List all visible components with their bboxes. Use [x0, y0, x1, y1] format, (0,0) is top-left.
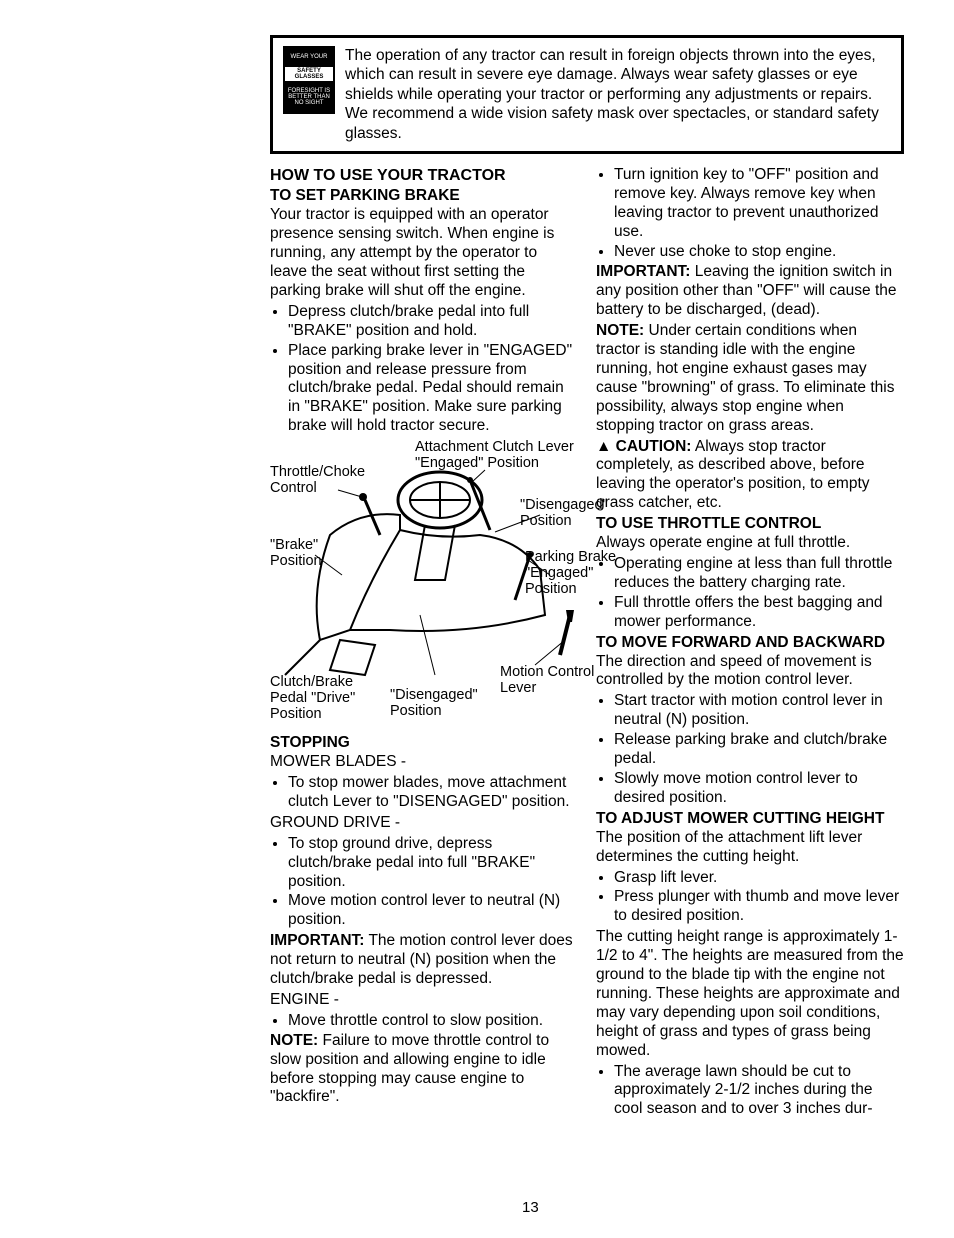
safety-warning-box: WEAR YOUR SAFETY GLASSES FORESIGHT IS BE…: [270, 35, 904, 154]
list-item: To stop mower blades, move attachment cl…: [288, 774, 578, 812]
right-column: Turn ignition key to "OFF" position and …: [596, 166, 904, 1121]
bullet-list: Grasp lift lever. Press plunger with thu…: [596, 869, 904, 927]
bullet-list: To stop mower blades, move attachment cl…: [270, 774, 578, 812]
body-text: The position of the attachment lift leve…: [596, 829, 904, 867]
bullet-list: Move throttle control to slow position.: [270, 1012, 578, 1031]
tractor-controls-diagram: Throttle/Choke Control Attachment Clutch…: [270, 440, 578, 730]
important-note: IMPORTANT: The motion control lever does…: [270, 932, 578, 989]
diagram-label: Throttle/Choke Control: [270, 465, 370, 497]
note-label: NOTE:: [270, 1032, 318, 1049]
bullet-list: The average lawn should be cut to approx…: [596, 1063, 904, 1120]
left-column: HOW TO USE YOUR TRACTOR TO SET PARKING B…: [270, 166, 578, 1121]
subsection-heading: TO MOVE FORWARD AND BACKWARD: [596, 634, 904, 653]
diagram-label: Motion Control Lever: [500, 665, 600, 697]
diagram-label: Clutch/Brake Pedal "Drive" Position: [270, 675, 365, 723]
bullet-list: Depress clutch/brake pedal into full "BR…: [270, 303, 578, 436]
note-text: NOTE: Failure to move throttle control t…: [270, 1032, 578, 1108]
body-text: Always operate engine at full throttle.: [596, 534, 904, 553]
important-note: IMPORTANT: Leaving the ignition switch i…: [596, 263, 904, 320]
list-item: Depress clutch/brake pedal into full "BR…: [288, 303, 578, 341]
page-number: 13: [522, 1199, 539, 1216]
diagram-label: "Disengaged" Position: [390, 688, 485, 720]
list-item: To stop ground drive, depress clutch/bra…: [288, 835, 578, 892]
safety-warning-text: The operation of any tractor can result …: [345, 46, 891, 143]
list-item: The average lawn should be cut to approx…: [614, 1063, 904, 1120]
important-label: IMPORTANT:: [270, 932, 364, 949]
manual-page: WEAR YOUR SAFETY GLASSES FORESIGHT IS BE…: [0, 0, 954, 1238]
list-item: Press plunger with thumb and move lever …: [614, 888, 904, 926]
list-item: Turn ignition key to "OFF" position and …: [614, 166, 904, 242]
body-text: Your tractor is equipped with an operato…: [270, 206, 578, 301]
list-item: Never use choke to stop engine.: [614, 243, 904, 262]
bullet-list: Turn ignition key to "OFF" position and …: [596, 166, 904, 262]
body-text: The direction and speed of movement is c…: [596, 653, 904, 691]
important-label: IMPORTANT:: [596, 263, 690, 280]
list-item: Move throttle control to slow position.: [288, 1012, 578, 1031]
list-item: Start tractor with motion control lever …: [614, 692, 904, 730]
subsection-heading: TO ADJUST MOWER CUTTING HEIGHT: [596, 810, 904, 829]
safety-glasses-icon: WEAR YOUR SAFETY GLASSES FORESIGHT IS BE…: [283, 46, 335, 114]
sub-label: ENGINE -: [270, 991, 578, 1010]
bullet-list: Operating engine at less than full throt…: [596, 555, 904, 632]
sub-label: MOWER BLADES -: [270, 753, 578, 772]
list-item: Place parking brake lever in "ENGAGED" p…: [288, 342, 578, 437]
body-text: The cutting height range is approximatel…: [596, 928, 904, 1060]
diagram-label: Parking Brake "Engaged" Position: [525, 550, 625, 598]
subsection-heading: TO SET PARKING BRAKE: [270, 187, 578, 206]
list-item: Operating engine at less than full throt…: [614, 555, 904, 593]
bullet-list: Start tractor with motion control lever …: [596, 692, 904, 807]
icon-text-line: FORESIGHT IS BETTER THAN NO SIGHT: [285, 88, 333, 106]
subsection-heading: STOPPING: [270, 734, 578, 753]
diagram-label: "Brake" Position: [270, 538, 330, 570]
caution-paragraph: ▲ CAUTION: Always stop tractor completel…: [596, 438, 904, 514]
list-item: Release parking brake and clutch/brake p…: [614, 731, 904, 769]
sub-label: GROUND DRIVE -: [270, 814, 578, 833]
icon-text-line: WEAR YOUR: [285, 54, 333, 60]
note-label: NOTE:: [596, 322, 644, 339]
list-item: Move motion control lever to neutral (N)…: [288, 892, 578, 930]
diagram-label: "Disengaged" Position: [520, 498, 615, 530]
content-columns: HOW TO USE YOUR TRACTOR TO SET PARKING B…: [270, 166, 904, 1121]
list-item: Grasp lift lever.: [614, 869, 904, 888]
section-title: HOW TO USE YOUR TRACTOR: [270, 166, 578, 186]
list-item: Full throttle offers the best bagging an…: [614, 594, 904, 632]
icon-text-line: SAFETY GLASSES: [285, 67, 333, 81]
caution-label: CAUTION:: [616, 438, 692, 455]
bullet-list: To stop ground drive, depress clutch/bra…: [270, 835, 578, 931]
subsection-heading: TO USE THROTTLE CONTROL: [596, 515, 904, 534]
note-paragraph: NOTE: Under certain conditions when trac…: [596, 322, 904, 435]
list-item: Slowly move motion control lever to desi…: [614, 770, 904, 808]
diagram-label: Attachment Clutch Lever "Engaged" Positi…: [415, 440, 595, 472]
